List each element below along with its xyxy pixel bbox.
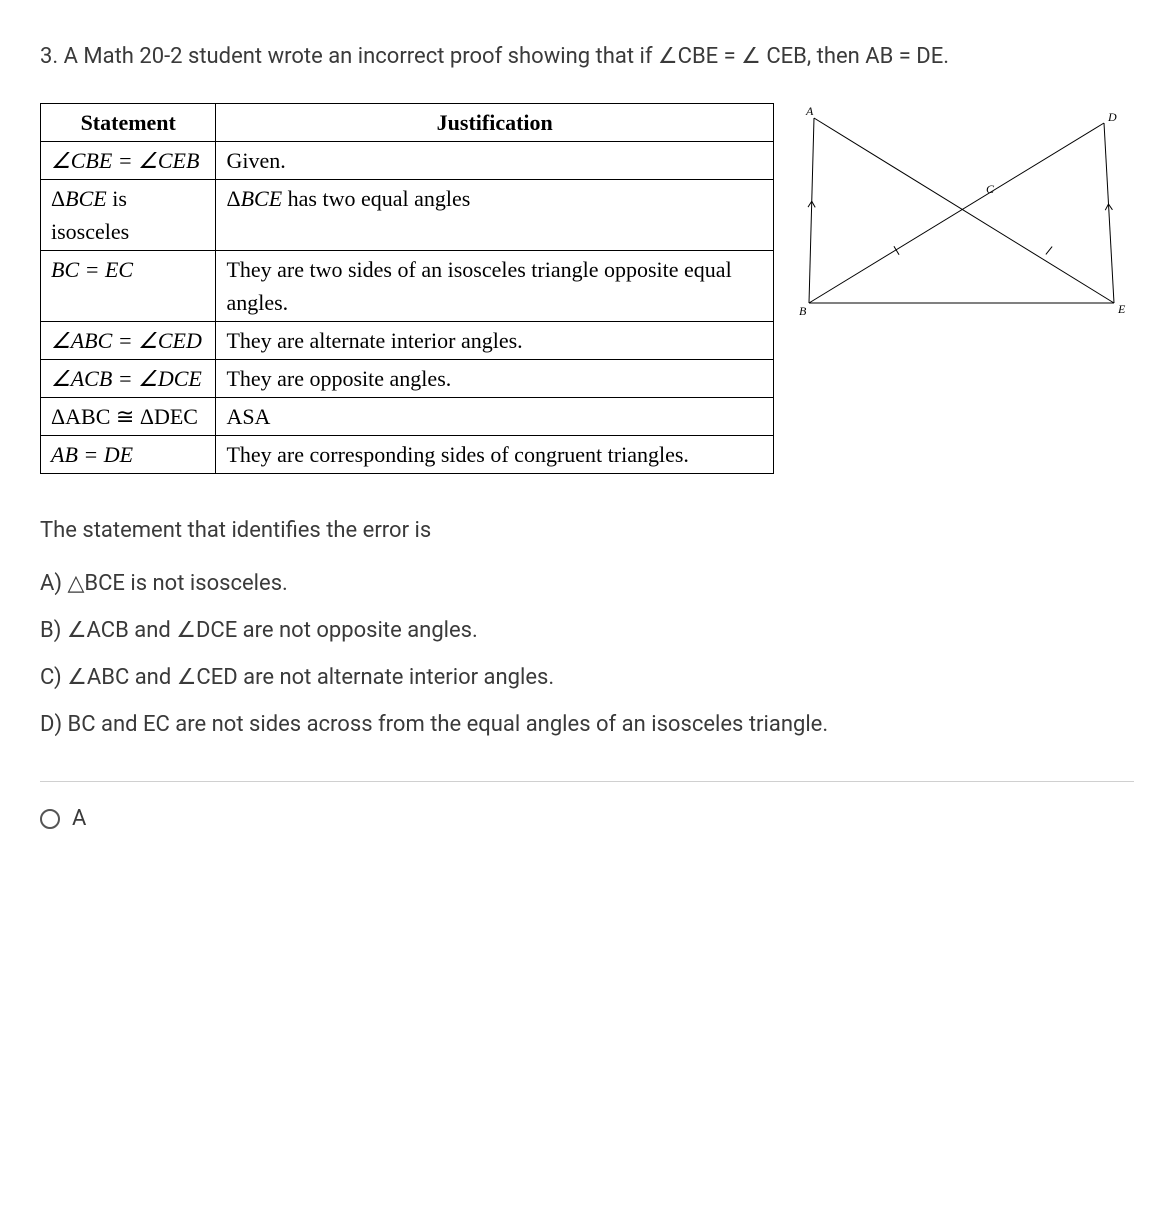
justification-cell: They are alternate interior angles.	[216, 322, 774, 360]
justification-cell: ASA	[216, 398, 774, 436]
svg-text:A: A	[805, 104, 814, 118]
proof-and-diagram-row: Statement Justification ∠CBE = ∠CEBGiven…	[40, 103, 1134, 474]
table-row: AB = DEThey are corresponding sides of c…	[41, 436, 774, 474]
table-row: ∠ABC = ∠CEDThey are alternate interior a…	[41, 322, 774, 360]
proof-table: Statement Justification ∠CBE = ∠CEBGiven…	[40, 103, 774, 474]
statement-cell: ΔBCE is isosceles	[41, 180, 216, 251]
svg-text:B: B	[799, 304, 807, 318]
option-d: D) BC and EC are not sides across from t…	[40, 708, 1134, 741]
separator	[40, 781, 1134, 782]
justification-cell: They are corresponding sides of congruen…	[216, 436, 774, 474]
table-row: BC = ECThey are two sides of an isoscele…	[41, 251, 774, 322]
statement-cell: ∠ACB = ∠DCE	[41, 360, 216, 398]
table-row: ∠CBE = ∠CEBGiven.	[41, 142, 774, 180]
svg-text:E: E	[1117, 302, 1126, 316]
justification-cell: They are two sides of an isosceles trian…	[216, 251, 774, 322]
table-row: ∠ACB = ∠DCEThey are opposite angles.	[41, 360, 774, 398]
radio-label: A	[72, 802, 86, 835]
statement-cell: ΔABC ≅ ΔDEC	[41, 398, 216, 436]
answer-choice-a[interactable]: A	[40, 802, 1134, 835]
option-a: A) △BCE is not isosceles.	[40, 567, 1134, 600]
question-text: 3. A Math 20-2 student wrote an incorrec…	[40, 40, 1134, 73]
header-justification: Justification	[216, 104, 774, 142]
geometry-diagram: A D B E C	[794, 103, 1134, 333]
table-row: ΔABC ≅ ΔDECASA	[41, 398, 774, 436]
justification-cell: They are opposite angles.	[216, 360, 774, 398]
statement-cell: BC = EC	[41, 251, 216, 322]
option-c: C) ∠ABC and ∠CED are not alternate inter…	[40, 661, 1134, 694]
justification-cell: ΔBCE has two equal angles	[216, 180, 774, 251]
svg-text:D: D	[1107, 110, 1117, 124]
justification-cell: Given.	[216, 142, 774, 180]
statement-cell: AB = DE	[41, 436, 216, 474]
statement-cell: ∠ABC = ∠CED	[41, 322, 216, 360]
header-statement: Statement	[41, 104, 216, 142]
followup-text: The statement that identifies the error …	[40, 514, 1134, 547]
radio-icon[interactable]	[40, 809, 60, 829]
option-b: B) ∠ACB and ∠DCE are not opposite angles…	[40, 614, 1134, 647]
svg-text:C: C	[986, 182, 995, 196]
statement-cell: ∠CBE = ∠CEB	[41, 142, 216, 180]
table-row: ΔBCE is isoscelesΔBCE has two equal angl…	[41, 180, 774, 251]
